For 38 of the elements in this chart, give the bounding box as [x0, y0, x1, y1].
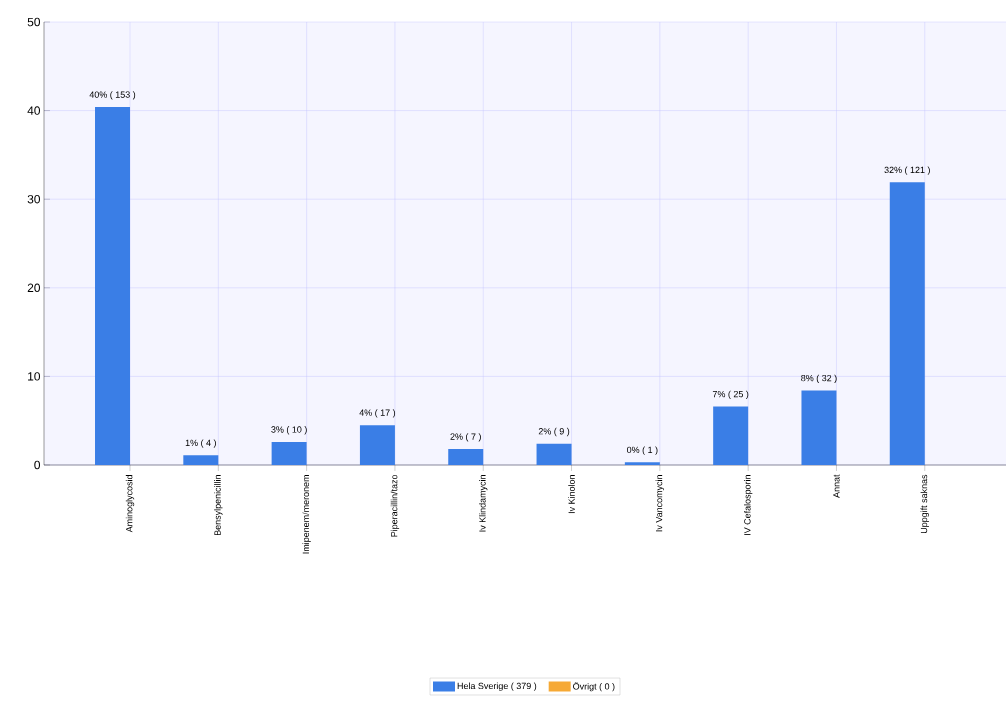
- bar: [801, 390, 837, 465]
- bar: [95, 107, 131, 465]
- bar: [448, 449, 484, 465]
- x-tick-label: Bensylpenicillin: [214, 475, 223, 536]
- y-tick-label: 30: [27, 194, 41, 204]
- bar: [889, 182, 925, 465]
- data-label: 7% ( 25 ): [712, 390, 749, 400]
- y-tick-label: 20: [27, 283, 41, 293]
- bar: [183, 455, 219, 465]
- x-tick-label: IV Cefalosporin: [743, 475, 753, 535]
- data-label: 3% ( 10 ): [271, 426, 307, 435]
- y-tick-label: 40: [27, 106, 41, 115]
- data-label: 1% ( 4 ): [185, 439, 216, 448]
- y-tick-label: 0: [34, 460, 41, 470]
- data-label: 8% ( 32 ): [801, 374, 837, 384]
- x-tick-label: Iv Vancomycin: [655, 475, 665, 532]
- x-tick-label: Piperacillin/tazo: [390, 474, 400, 537]
- x-tick-label: Aminoglycosid: [125, 475, 135, 533]
- bar: [271, 441, 307, 465]
- bar: [713, 406, 749, 465]
- x-tick-label: Imipenem/meronem: [302, 475, 311, 554]
- x-tick-label: Iv Kinolon: [568, 475, 575, 514]
- legend-label: Hela Sverige ( 379 ): [457, 682, 537, 691]
- data-label: 4% ( 17 ): [359, 409, 396, 418]
- bar: [624, 462, 660, 465]
- data-label: 32% ( 121 ): [884, 166, 930, 175]
- x-tick-label: Uppgift saknas: [920, 474, 929, 534]
- y-tick-label: 50: [27, 17, 41, 27]
- data-label: 2% ( 7 ): [450, 433, 481, 442]
- bar: [359, 425, 395, 465]
- y-tick-label: 10: [28, 372, 41, 381]
- data-label: 2% ( 9 ): [538, 427, 570, 437]
- data-label: 40% ( 153 ): [89, 91, 136, 100]
- bar: [536, 443, 572, 465]
- data-label: 0% ( 1 ): [627, 446, 658, 455]
- x-tick-label: Iv Klindamycin: [479, 475, 488, 532]
- legend-label: Övrigt ( 0 ): [573, 682, 615, 692]
- x-tick-label: Annat: [833, 474, 840, 498]
